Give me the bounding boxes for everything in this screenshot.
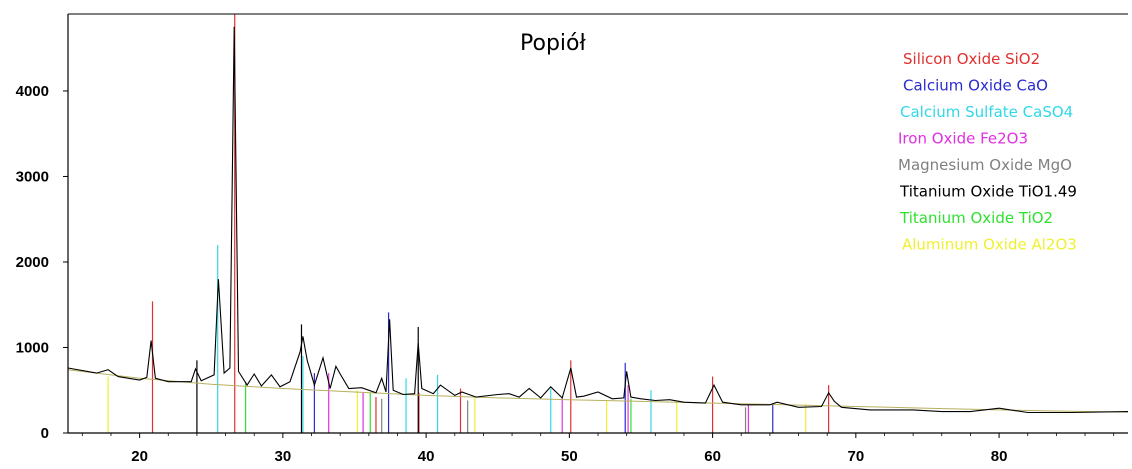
legend-entry: Iron Oxide Fe2O3 <box>898 130 1028 148</box>
legend: Silicon Oxide SiO2 Calcium Oxide CaO Calci… <box>898 50 1077 254</box>
legend-entry: Magnesium Oxide MgO <box>898 156 1072 174</box>
legend-entry: Calcium Oxide CaO <box>903 77 1048 95</box>
y-ticks: 0 1000 2000 3000 4000 <box>16 83 68 442</box>
y-tick-label: 2000 <box>16 254 49 271</box>
x-tick-label: 40 <box>418 448 435 465</box>
x-tick-label: 80 <box>991 448 1008 465</box>
legend-entry: Calcium Sulfate CaSO4 <box>900 103 1073 121</box>
legend-entry: Aluminum Oxide Al2O3 <box>902 236 1077 254</box>
x-ticks: 20 30 40 50 60 70 80 <box>81 433 1115 465</box>
x-tick-label: 50 <box>561 448 578 465</box>
legend-entry: Titanium Oxide TiO1.49 <box>899 183 1077 201</box>
y-tick-label: 3000 <box>16 168 49 185</box>
x-tick-label: 60 <box>704 448 721 465</box>
x-tick-label: 70 <box>847 448 864 465</box>
diffraction-series-line <box>67 26 1129 414</box>
x-tick-label: 30 <box>275 448 292 465</box>
chart-title: Popiół <box>520 31 586 56</box>
y-tick-label: 1000 <box>16 339 49 356</box>
x-tick-label: 20 <box>131 448 148 465</box>
legend-entry: Silicon Oxide SiO2 <box>903 50 1040 68</box>
y-tick-label: 0 <box>41 425 49 442</box>
y-tick-label: 4000 <box>16 83 49 100</box>
legend-entry: Titanium Oxide TiO2 <box>899 209 1053 227</box>
background-curve <box>67 369 1129 413</box>
reference-lines <box>107 14 830 433</box>
